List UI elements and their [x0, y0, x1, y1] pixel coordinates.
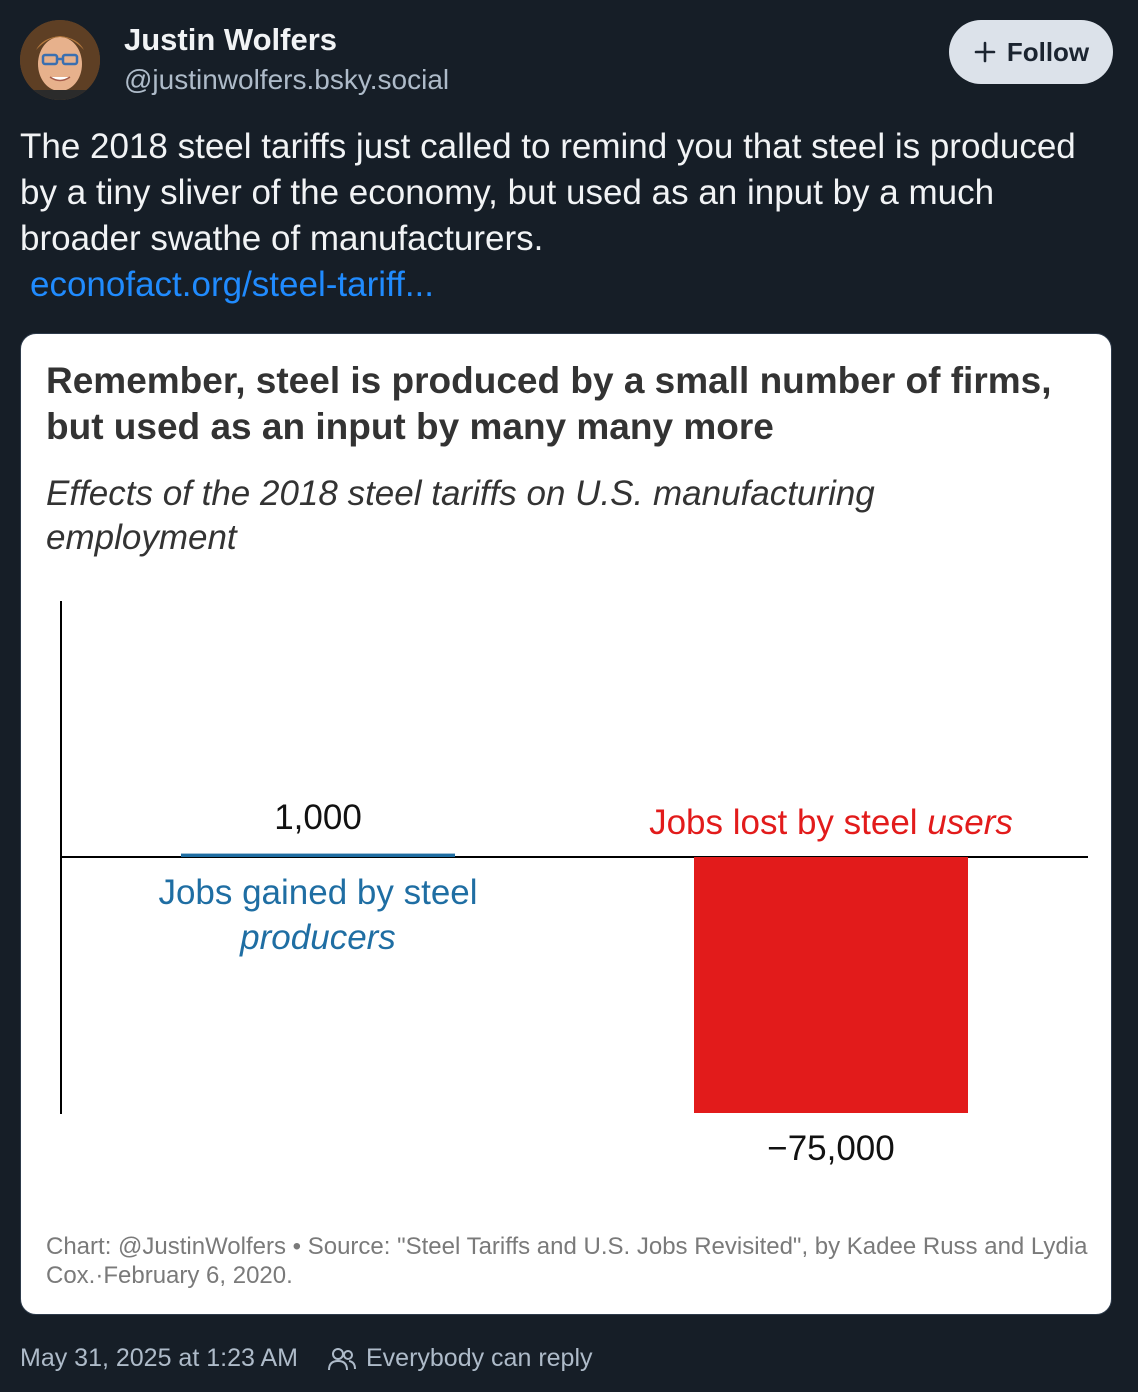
chart-title: Remember, steel is produced by a small n…	[46, 360, 1052, 447]
avatar-image	[20, 20, 100, 100]
value-label-1: −75,000	[767, 1129, 895, 1168]
post-text: The 2018 steel tariffs just called to re…	[20, 127, 1076, 258]
chart-source: Chart: @JustinWolfers • Source: "Steel T…	[46, 1233, 1088, 1289]
chart-subtitle: Effects of the 2018 steel tariffs on U.S…	[46, 474, 875, 557]
post-timestamp[interactable]: May 31, 2025 at 1:23 AM	[20, 1344, 298, 1372]
follow-button-label: Follow	[1006, 36, 1090, 67]
category-label-0: Jobs gained by steel producers	[158, 873, 477, 957]
author-name[interactable]: Justin Wolfers	[124, 22, 338, 57]
embedded-image-card[interactable]: Remember, steel is produced by a small n…	[20, 333, 1112, 1315]
reply-setting-label: Everybody can reply	[366, 1344, 593, 1372]
value-label-0: 1,000	[274, 798, 362, 837]
post-link[interactable]: econofact.org/steel-tariff...	[30, 265, 435, 304]
category-label-1: Jobs lost by steel users	[649, 803, 1013, 842]
bar-1	[694, 857, 968, 1113]
bar-0	[181, 853, 455, 857]
follow-button[interactable]: Follow	[949, 20, 1113, 84]
bar-chart: 1,000 −75,000 Jobs gained by steel producer…	[60, 601, 1088, 1168]
author-handle[interactable]: @justinwolfers.bsky.social	[124, 64, 450, 95]
plus-icon	[974, 41, 996, 63]
avatar[interactable]	[20, 20, 100, 100]
people-icon	[328, 1347, 356, 1370]
reply-setting[interactable]: Everybody can reply	[328, 1344, 593, 1373]
